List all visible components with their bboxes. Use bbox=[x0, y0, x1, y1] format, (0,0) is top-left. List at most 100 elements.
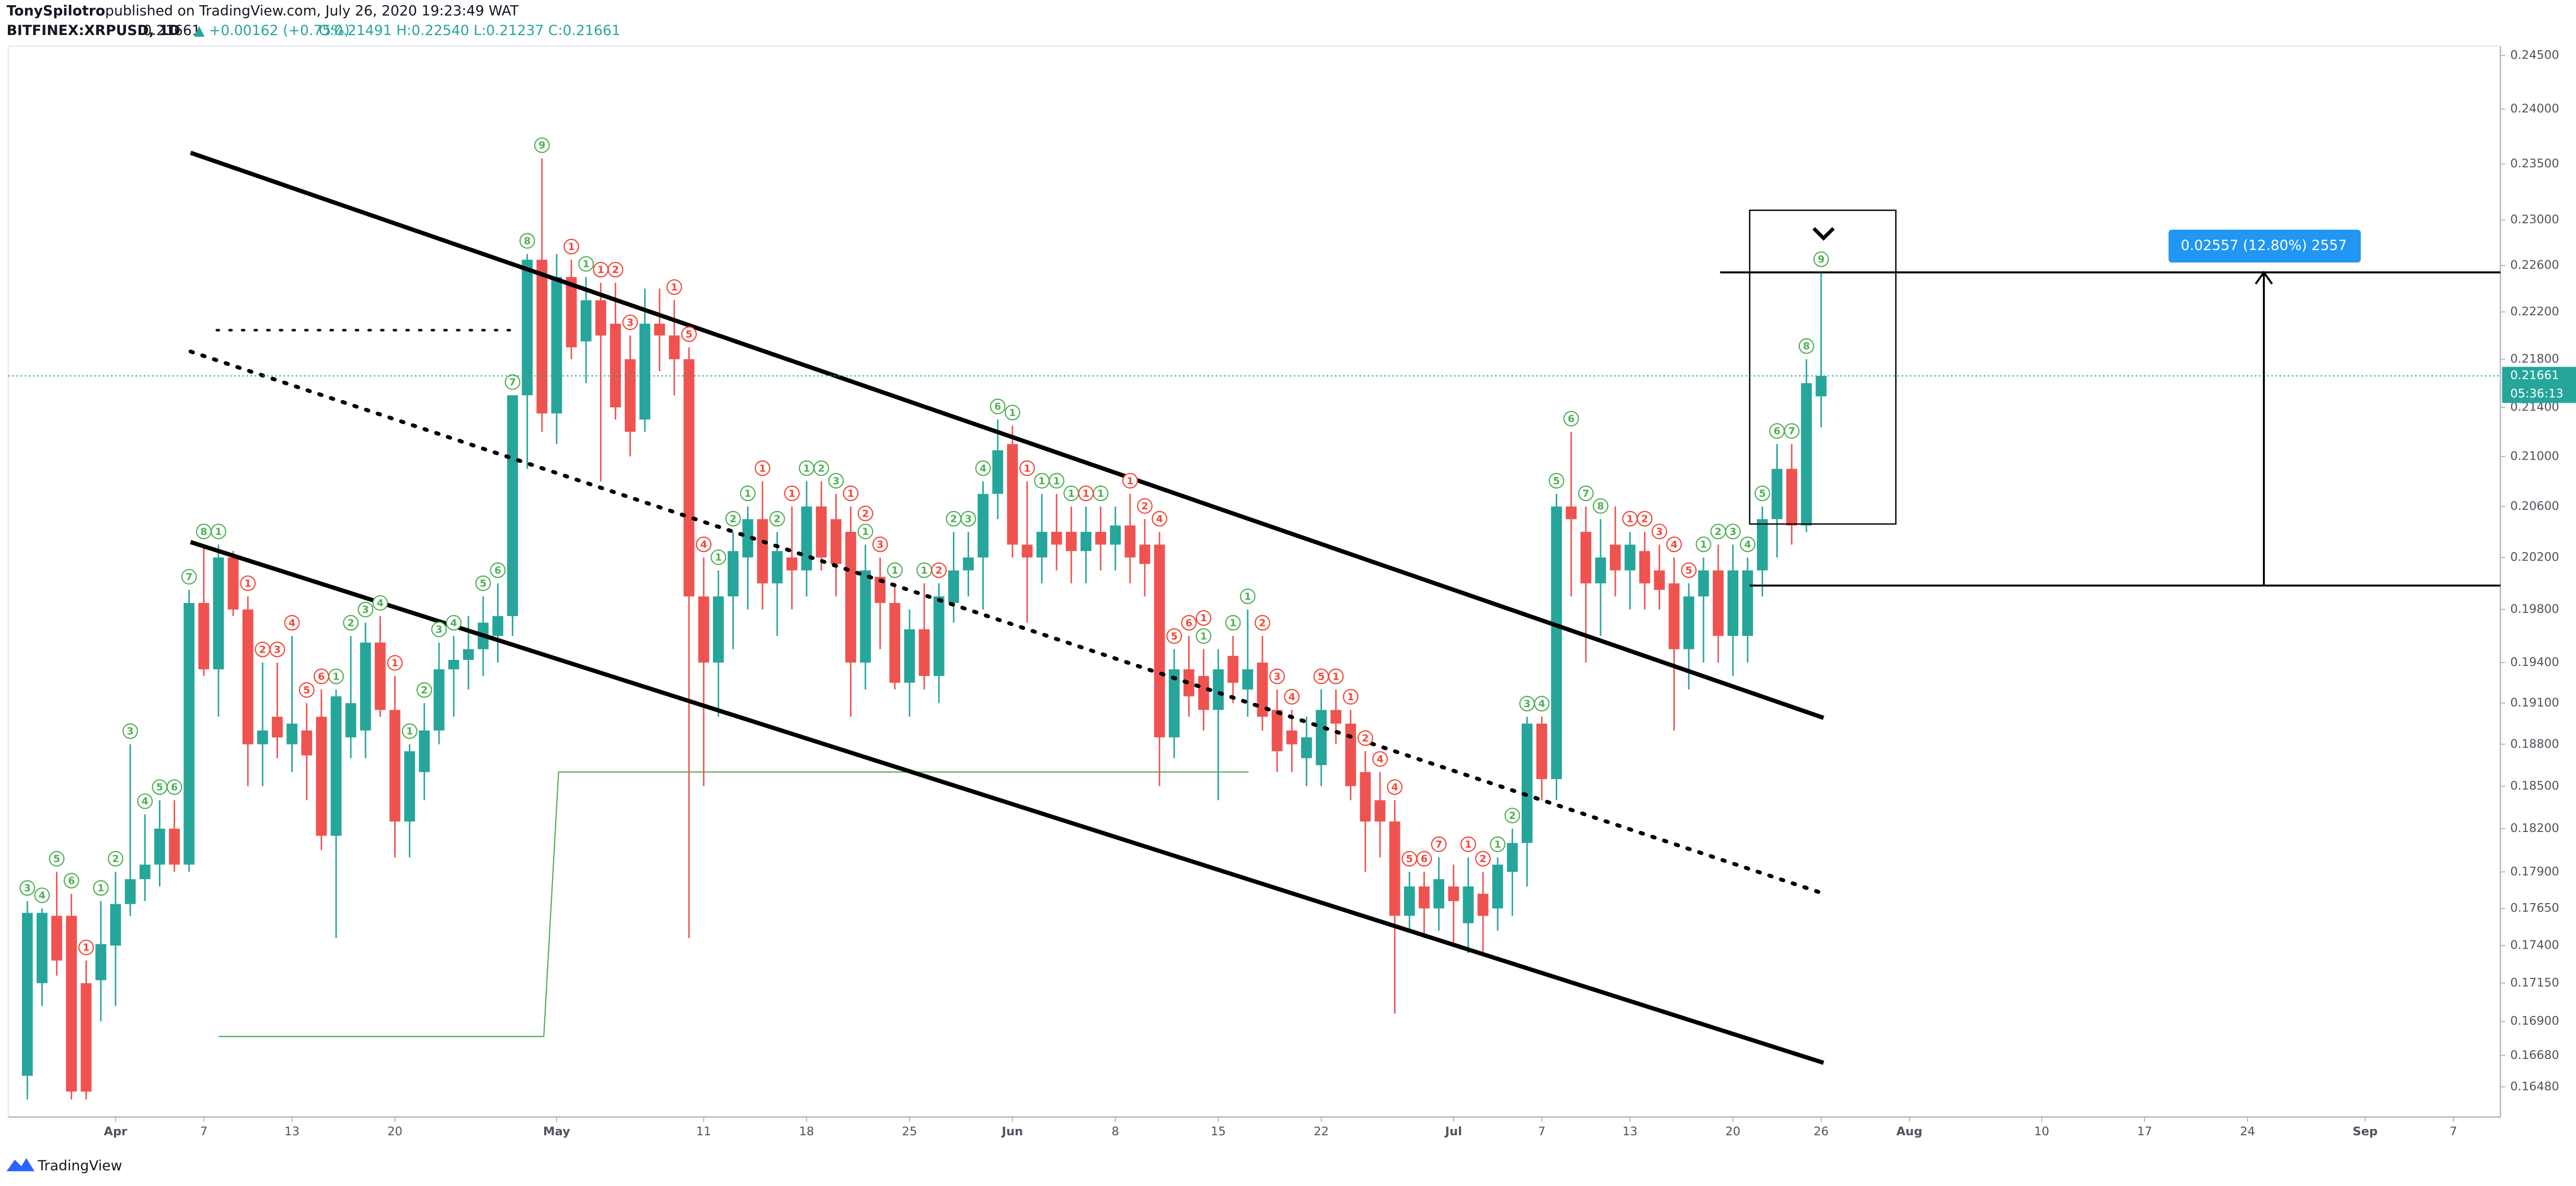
candle-body bbox=[1213, 669, 1224, 710]
x-tick-label: 20 bbox=[387, 1125, 402, 1138]
td-count-marker bbox=[1798, 338, 1814, 354]
td-count-label: 1 bbox=[245, 578, 251, 589]
x-tick-label: 13 bbox=[284, 1125, 300, 1138]
td-count-marker bbox=[519, 233, 535, 249]
td-count-marker bbox=[887, 562, 903, 578]
td-count-marker bbox=[1754, 485, 1770, 501]
td-count-marker bbox=[1239, 588, 1256, 605]
td-count-label: 4 bbox=[1289, 692, 1295, 703]
candle-body bbox=[845, 532, 856, 663]
candle-body bbox=[1815, 375, 1827, 396]
td-count-label: 5 bbox=[480, 578, 487, 589]
td-count-label: 3 bbox=[627, 317, 634, 328]
td-count-marker bbox=[1284, 689, 1300, 705]
trend-line-upper bbox=[190, 151, 1824, 720]
candle-body bbox=[1580, 532, 1592, 584]
candle-body bbox=[169, 828, 180, 865]
y-tick-label: 0.19800 bbox=[2510, 602, 2559, 616]
candle-body bbox=[257, 730, 268, 745]
td-count-label: 2 bbox=[259, 644, 266, 655]
candle-body bbox=[889, 603, 901, 683]
td-count-label: 5 bbox=[1759, 488, 1766, 499]
td-count-marker bbox=[1358, 730, 1373, 746]
td-count-marker bbox=[1740, 537, 1756, 552]
td-count-marker bbox=[181, 568, 197, 585]
candle-body bbox=[1110, 525, 1121, 545]
candle-body bbox=[654, 323, 665, 336]
y-tick-label: 0.23000 bbox=[2510, 213, 2559, 226]
y-tick-label: 0.16680 bbox=[2510, 1048, 2559, 1062]
candle-body bbox=[507, 395, 518, 617]
td-count-label: 1 bbox=[583, 259, 590, 270]
candle-body bbox=[1536, 723, 1547, 779]
candle-body bbox=[463, 649, 474, 660]
td-count-marker bbox=[211, 523, 226, 540]
td-count-label: 2 bbox=[112, 854, 119, 865]
td-count-label: 6 bbox=[1421, 854, 1428, 865]
td-count-marker bbox=[1342, 689, 1359, 705]
candle-body bbox=[1301, 737, 1312, 758]
td-count-label: 2 bbox=[1715, 527, 1721, 538]
x-tick-label: 15 bbox=[1211, 1125, 1226, 1138]
candle-body bbox=[728, 551, 739, 597]
candle-body bbox=[242, 609, 254, 745]
candle-body bbox=[1227, 656, 1239, 683]
y-tick-label: 0.16900 bbox=[2510, 1014, 2559, 1028]
td-count-label: 4 bbox=[450, 618, 457, 629]
candle-body bbox=[1654, 570, 1665, 590]
td-count-label: 4 bbox=[39, 891, 45, 902]
td-count-label: 3 bbox=[24, 883, 31, 894]
candle-body bbox=[1419, 886, 1430, 909]
y-tick-label: 0.20600 bbox=[2510, 499, 2559, 513]
td-count-label: 5 bbox=[53, 854, 60, 865]
td-count-label: 1 bbox=[921, 565, 928, 576]
td-count-marker bbox=[358, 601, 374, 618]
candle-body bbox=[1712, 570, 1724, 636]
candle-body bbox=[1139, 544, 1151, 564]
td-count-marker bbox=[122, 723, 139, 739]
x-tick-label: Aug bbox=[1896, 1125, 1923, 1138]
td-count-label: 7 bbox=[186, 572, 192, 583]
highlight-box bbox=[1749, 209, 1897, 525]
candle-body bbox=[712, 596, 724, 663]
candle-body bbox=[1389, 821, 1400, 916]
candle-body bbox=[1316, 710, 1327, 766]
td-count-label: 2 bbox=[348, 618, 354, 629]
td-count-label: 1 bbox=[332, 671, 339, 682]
td-count-marker bbox=[1563, 410, 1579, 427]
candle-body bbox=[669, 335, 680, 359]
candle-body bbox=[1168, 669, 1180, 738]
candle-body bbox=[830, 519, 842, 564]
y-tick-label: 0.17650 bbox=[2510, 902, 2559, 915]
td-count-label: 2 bbox=[774, 514, 780, 524]
td-count-label: 8 bbox=[524, 236, 531, 247]
y-tick-label: 0.23500 bbox=[2510, 157, 2559, 170]
td-count-marker bbox=[564, 238, 579, 255]
td-count-marker bbox=[710, 549, 727, 565]
td-count-label: 1 bbox=[1465, 839, 1471, 850]
measure-label: 0.02557 (12.80%) 2557 bbox=[2181, 237, 2347, 254]
candle-body bbox=[1801, 383, 1812, 526]
td-count-label: 1 bbox=[803, 463, 810, 474]
td-count-label: 1 bbox=[392, 658, 398, 669]
td-count-label: 6 bbox=[1774, 426, 1780, 437]
td-count-label: 9 bbox=[538, 140, 545, 151]
td-count-label: 3 bbox=[1730, 527, 1736, 538]
candle-body bbox=[1772, 469, 1782, 519]
td-count-label: 5 bbox=[1553, 476, 1560, 487]
candle-body bbox=[183, 603, 195, 865]
td-count-marker bbox=[1004, 404, 1020, 420]
td-count-marker bbox=[1578, 485, 1594, 501]
td-count-label: 6 bbox=[1186, 618, 1192, 629]
x-tick-label: Jun bbox=[1001, 1125, 1024, 1138]
td-count-marker bbox=[754, 460, 770, 476]
td-count-marker bbox=[1813, 251, 1829, 267]
td-count-marker bbox=[504, 374, 521, 390]
candle-body bbox=[51, 916, 62, 961]
td-count-label: 1 bbox=[215, 527, 222, 538]
td-count-label: 1 bbox=[891, 565, 898, 576]
trend-line-lower bbox=[190, 540, 1824, 1065]
candle-body bbox=[66, 916, 77, 1092]
candle-body bbox=[639, 323, 651, 420]
